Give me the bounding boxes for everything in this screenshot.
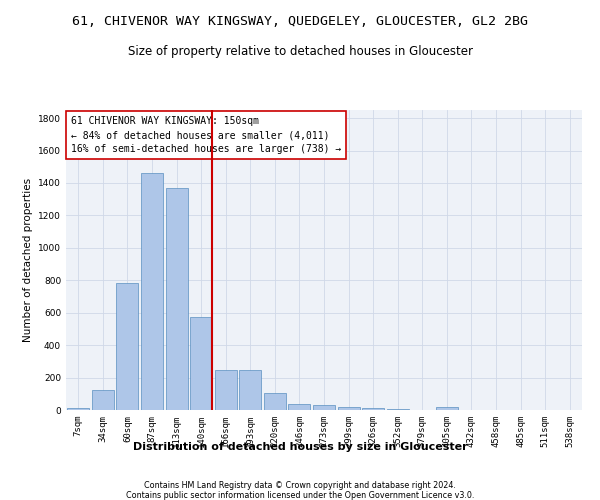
Bar bbox=[190, 317, 212, 410]
Bar bbox=[239, 370, 262, 410]
Bar bbox=[116, 282, 139, 410]
Text: Size of property relative to detached houses in Gloucester: Size of property relative to detached ho… bbox=[128, 45, 473, 58]
Text: Contains HM Land Registry data © Crown copyright and database right 2024.: Contains HM Land Registry data © Crown c… bbox=[144, 481, 456, 490]
Bar bbox=[264, 393, 286, 410]
Bar bbox=[215, 370, 237, 410]
Text: Distribution of detached houses by size in Gloucester: Distribution of detached houses by size … bbox=[133, 442, 467, 452]
Y-axis label: Number of detached properties: Number of detached properties bbox=[23, 178, 32, 342]
Bar bbox=[141, 173, 163, 410]
Bar bbox=[386, 409, 409, 410]
Bar bbox=[313, 405, 335, 410]
Bar bbox=[338, 407, 359, 410]
Text: 61, CHIVENOR WAY KINGSWAY, QUEDGELEY, GLOUCESTER, GL2 2BG: 61, CHIVENOR WAY KINGSWAY, QUEDGELEY, GL… bbox=[72, 15, 528, 28]
Bar bbox=[436, 407, 458, 410]
Bar bbox=[166, 188, 188, 410]
Bar bbox=[67, 408, 89, 410]
Bar bbox=[92, 390, 114, 410]
Text: 61 CHIVENOR WAY KINGSWAY: 150sqm
← 84% of detached houses are smaller (4,011)
16: 61 CHIVENOR WAY KINGSWAY: 150sqm ← 84% o… bbox=[71, 116, 341, 154]
Bar bbox=[289, 404, 310, 410]
Text: Contains public sector information licensed under the Open Government Licence v3: Contains public sector information licen… bbox=[126, 491, 474, 500]
Bar bbox=[362, 408, 384, 410]
